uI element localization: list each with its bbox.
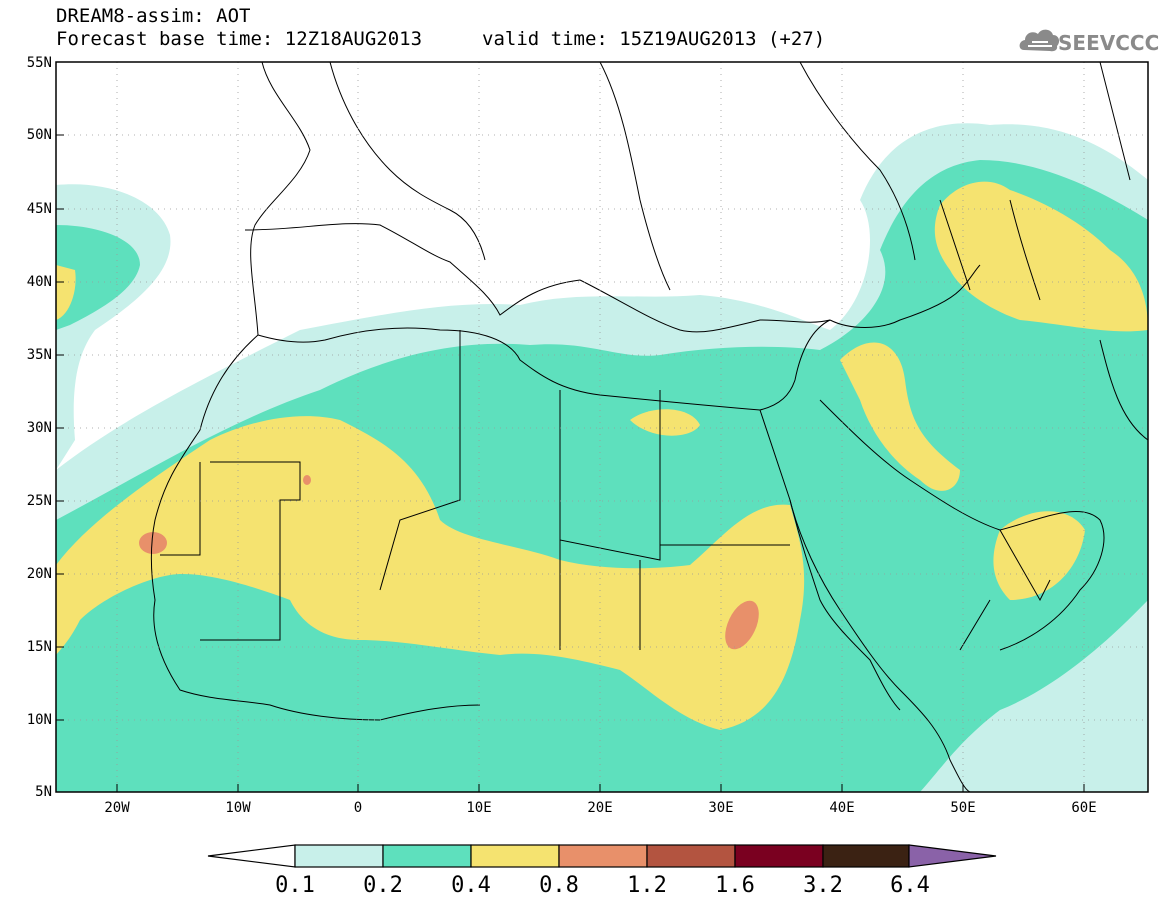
aot-field-0.4-central-asia xyxy=(934,181,1148,332)
colorbar-bin-7 xyxy=(822,844,910,868)
colorbar-under-triangle xyxy=(207,844,296,868)
colorbar-bin-2 xyxy=(382,844,472,868)
colorbar-bin-5 xyxy=(646,844,736,868)
lat-label: 25N xyxy=(26,493,52,509)
lat-label: 5N xyxy=(35,784,52,800)
aot-field-0.4-libya xyxy=(630,409,700,436)
cloud-logo-icon xyxy=(1019,29,1060,52)
lon-label: 40E xyxy=(829,800,855,816)
colorbar-label: 0.1 xyxy=(275,873,315,898)
lat-label: 45N xyxy=(26,201,52,217)
colorbar-bin-6 xyxy=(734,844,824,868)
logo-text: SEEVCCC xyxy=(1058,31,1160,55)
base-time: Forecast base time: 12Z18AUG2013 xyxy=(56,28,423,50)
colorbar-label: 6.4 xyxy=(890,873,930,898)
lat-label: 30N xyxy=(26,420,52,436)
lat-label: 20N xyxy=(26,566,52,582)
axis-ticks xyxy=(56,134,1085,792)
aot-field-0.4-iraq xyxy=(840,342,960,491)
colorbar-label: 0.4 xyxy=(451,873,491,898)
aot-field-0.4-arabia xyxy=(993,511,1085,600)
colorbar-label: 3.2 xyxy=(803,873,843,898)
colorbar-label: 1.6 xyxy=(715,873,755,898)
lat-label: 10N xyxy=(26,712,52,728)
colorbar-bin-3 xyxy=(470,844,560,868)
lon-label: 0 xyxy=(353,800,363,816)
lat-label: 35N xyxy=(26,347,52,363)
colorbar-label: 0.8 xyxy=(539,873,579,898)
colorbar-over-triangle xyxy=(908,844,997,868)
lon-label: 60E xyxy=(1071,800,1097,816)
aot-field-0.8-mauritania xyxy=(139,532,167,554)
lon-label: 10W xyxy=(225,800,251,816)
colorbar-label: 1.2 xyxy=(627,873,667,898)
colorbar-label: 0.2 xyxy=(363,873,403,898)
lat-lon-grid xyxy=(56,62,1148,792)
colorbar-bin-1 xyxy=(294,844,384,868)
coastlines xyxy=(150,62,1148,792)
lon-label: 20W xyxy=(104,800,130,816)
map-title: DREAM8-assim: AOT xyxy=(56,5,251,27)
lat-label: 50N xyxy=(26,127,52,143)
aot-field-0.4-iberia-edge xyxy=(56,265,76,320)
colorbar-bin-4 xyxy=(558,844,648,868)
lon-label: 30E xyxy=(708,800,734,816)
aot-field-0.8-mali xyxy=(303,475,311,485)
aot-field-0.4-west xyxy=(56,416,805,730)
map-frame xyxy=(55,61,1149,793)
valid-time: valid time: 15Z19AUG2013 (+27) xyxy=(482,28,826,50)
colorbar xyxy=(207,844,997,868)
lon-label: 50E xyxy=(950,800,976,816)
lat-label: 40N xyxy=(26,274,52,290)
lat-label: 55N xyxy=(26,55,52,71)
lat-label: 15N xyxy=(26,639,52,655)
aot-field-0.8-sudan xyxy=(725,600,759,650)
lon-label: 20E xyxy=(587,800,613,816)
lon-label: 10E xyxy=(466,800,492,816)
